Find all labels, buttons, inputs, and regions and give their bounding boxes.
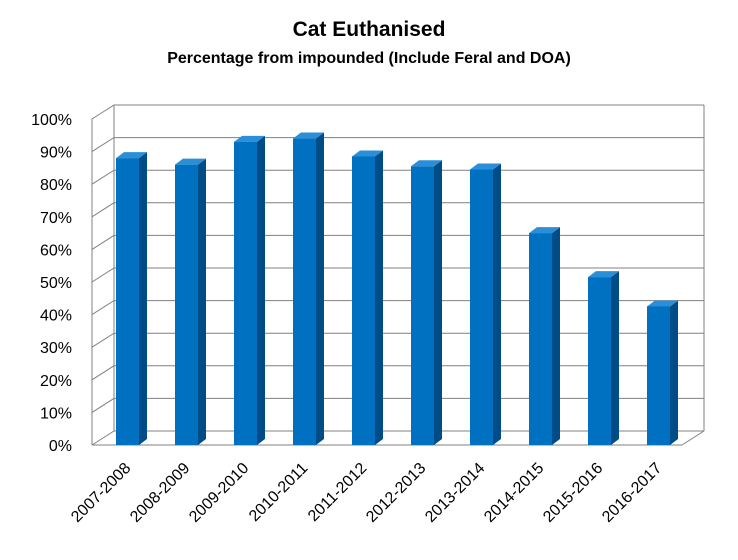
y-tick-label: 40% xyxy=(40,308,72,325)
x-tick-label: 2011-2012 xyxy=(305,460,370,525)
y-tick-label: 50% xyxy=(40,275,72,292)
bar xyxy=(588,271,619,445)
y-tick-label: 70% xyxy=(40,210,72,227)
bar xyxy=(116,152,147,445)
gridline xyxy=(91,365,704,381)
x-tick-label: 2007-2008 xyxy=(68,460,134,526)
y-tick-label: 80% xyxy=(40,177,72,194)
gridline xyxy=(91,267,704,283)
bar xyxy=(293,132,324,445)
bar xyxy=(352,150,383,446)
bar xyxy=(470,163,501,445)
y-tick-label: 20% xyxy=(40,373,72,390)
gridline xyxy=(91,104,704,120)
y-tick-label: 60% xyxy=(40,242,72,259)
gridline xyxy=(91,234,704,250)
x-tick-label: 2016-2017 xyxy=(599,460,665,526)
gridline xyxy=(91,300,704,316)
x-tick-label: 2014-2015 xyxy=(481,460,547,526)
y-tick-label: 10% xyxy=(40,405,72,422)
x-tick-label: 2010-2011 xyxy=(246,460,311,525)
gridline xyxy=(91,137,704,153)
x-tick-label: 2015-2016 xyxy=(540,460,606,526)
bar xyxy=(647,300,678,445)
bar xyxy=(411,160,442,445)
chart-title: Cat Euthanised xyxy=(292,18,446,41)
y-tick-label: 0% xyxy=(49,438,72,455)
y-tick-label: 100% xyxy=(31,112,72,129)
gridline xyxy=(91,332,704,348)
floor-edge xyxy=(681,430,705,446)
x-tick-label: 2012-2013 xyxy=(363,460,429,526)
bar xyxy=(175,158,206,445)
y-tick-label: 30% xyxy=(40,340,72,357)
y-tick-label: 90% xyxy=(40,145,72,162)
gridline xyxy=(91,397,704,413)
gridline xyxy=(91,169,704,185)
chart-subtitle: Percentage from impounded (Include Feral… xyxy=(167,50,571,67)
bar xyxy=(529,227,560,445)
gridline xyxy=(91,202,704,218)
x-tick-label: 2008-2009 xyxy=(127,460,193,526)
gridline xyxy=(91,430,704,446)
bar xyxy=(234,135,265,445)
x-tick-label: 2013-2014 xyxy=(422,460,488,526)
x-tick-label: 2009-2010 xyxy=(186,460,252,526)
